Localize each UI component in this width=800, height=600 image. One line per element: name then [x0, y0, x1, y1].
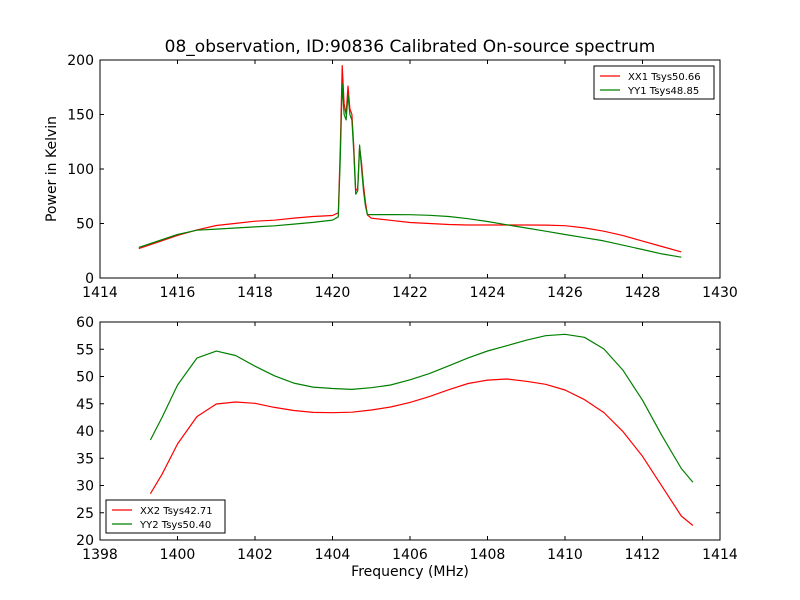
- y-tick-label: 0: [85, 271, 94, 287]
- legend-label-1: XX1 Tsys50.66: [628, 72, 701, 83]
- y-tick-label: 20: [76, 533, 94, 549]
- x-tick-label: 1414: [702, 547, 738, 563]
- x-tick-label: 1430: [702, 285, 738, 301]
- chart-title: 08_observation, ID:90836 Calibrated On-s…: [165, 37, 656, 57]
- y-tick-label: 40: [76, 424, 94, 440]
- series-line-2: [138, 83, 682, 258]
- x-axis-label: Frequency (MHz): [351, 564, 469, 580]
- x-tick-label: 1414: [82, 285, 118, 301]
- x-tick-label: 1428: [625, 285, 661, 301]
- x-tick-label: 1422: [392, 285, 428, 301]
- y-tick-label: 150: [67, 108, 94, 124]
- series-line-2: [149, 333, 694, 483]
- y-tick-label: 100: [67, 162, 94, 178]
- series-line-1: [149, 378, 694, 526]
- legend-label-2: YY2 Tsys50.40: [139, 520, 211, 531]
- y-tick-label: 60: [76, 315, 94, 331]
- y-tick-label: 45: [76, 397, 94, 413]
- x-tick-label: 1412: [625, 547, 661, 563]
- legend: XX1 Tsys50.66 YY1 Tsys48.85: [593, 65, 715, 100]
- x-tick-label: 1426: [547, 285, 583, 301]
- y-tick-label: 55: [76, 342, 94, 358]
- x-tick-label: 1402: [237, 547, 273, 563]
- legend-label-1: XX2 Tsys42.71: [140, 506, 213, 517]
- x-tick-label: 1420: [315, 285, 351, 301]
- y-tick-label: 35: [76, 451, 94, 467]
- x-tick-label: 1406: [392, 547, 428, 563]
- y-tick-label: 50: [76, 370, 94, 386]
- y-tick-label: 50: [76, 217, 94, 233]
- legend-box: [105, 499, 226, 534]
- x-tick-label: 1400: [160, 547, 196, 563]
- x-tick-label: 1418: [237, 285, 273, 301]
- x-tick-label: 1416: [160, 285, 196, 301]
- x-tick-label: 1408: [470, 547, 506, 563]
- y-tick-label: 30: [76, 479, 94, 495]
- top-panel: 1414 1416 1418 1420 1422 1424 1426 1428 1430 0 50 1…: [67, 53, 738, 301]
- x-tick-label: 1398: [82, 547, 118, 563]
- y-tick-label: 200: [67, 53, 94, 69]
- y-axis-label: Power in Kelvin: [44, 116, 60, 222]
- legend: XX2 Tsys42.71 YY2 Tsys50.40: [105, 499, 226, 534]
- legend-label-2: YY1 Tsys48.85: [627, 86, 699, 97]
- x-tick-label: 1404: [315, 547, 351, 563]
- x-tick-label: 1424: [470, 285, 506, 301]
- bottom-panel: 1398 1400 1402 1404 1406 1408 1410 1412 1414 20 25…: [76, 315, 738, 563]
- x-tick-label: 1410: [547, 547, 583, 563]
- legend-box: [593, 65, 715, 100]
- y-tick-label: 25: [76, 506, 94, 522]
